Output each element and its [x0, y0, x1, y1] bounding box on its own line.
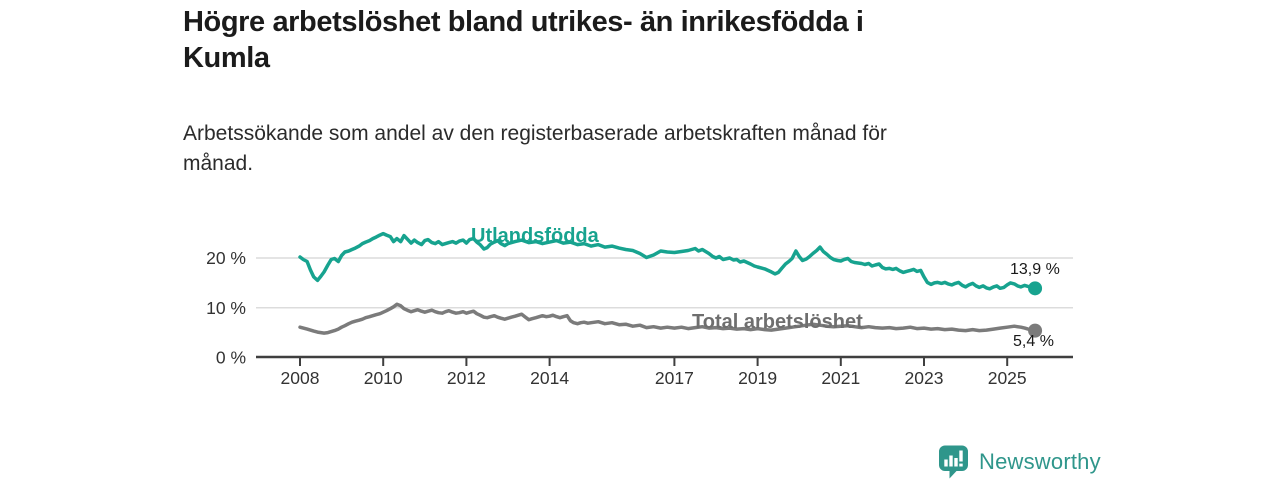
svg-text:2019: 2019: [738, 368, 777, 388]
y-axis-labels: 0 % 10 % 20 %: [206, 248, 246, 368]
newsworthy-logo-text: Newsworthy: [979, 449, 1101, 474]
series-label-total-arbetsloshet: Total arbetslöshet: [692, 311, 863, 333]
chart-subtitle: Arbetssökande som andel av den registerb…: [183, 119, 887, 179]
end-value-label-utlandsfodda: 13,9 %: [1010, 261, 1060, 278]
end-value-label-total: 5,4 %: [1013, 333, 1054, 350]
page-title-line-2: Kumla: [183, 42, 270, 74]
bar-chart-speech-bubble-icon: [939, 445, 968, 479]
series-line-total: [298, 302, 1043, 338]
series-end-dot: [1028, 281, 1043, 296]
page-title: Högre arbetslöshet bland utrikes- än inr…: [183, 4, 864, 76]
page-title-line-1: Högre arbetslöshet bland utrikes- än inr…: [183, 6, 864, 38]
svg-text:2017: 2017: [655, 368, 694, 388]
x-axis: 2008 2010 2012 2014 2017 2019 2021 2023 2025: [256, 355, 1073, 388]
svg-text:2025: 2025: [988, 368, 1027, 388]
chart-subtitle-line-1: Arbetssökande som andel av den registerb…: [183, 122, 887, 145]
series-label-utlandsfodda: Utlandsfödda: [471, 225, 599, 247]
svg-text:2021: 2021: [821, 368, 860, 388]
svg-text:2023: 2023: [905, 368, 944, 388]
svg-text:2012: 2012: [447, 368, 486, 388]
svg-text:2008: 2008: [281, 368, 320, 388]
series-end-dot: [1028, 323, 1043, 338]
svg-text:0 %: 0 %: [216, 348, 246, 368]
svg-text:10 %: 10 %: [206, 298, 246, 318]
newsworthy-logo: Newsworthy: [938, 445, 1101, 479]
chart-subtitle-line-2: månad.: [183, 152, 254, 175]
series-line-utlandsfodda: [298, 231, 1043, 296]
svg-text:2010: 2010: [364, 368, 403, 388]
svg-text:2014: 2014: [530, 368, 569, 388]
svg-text:20 %: 20 %: [206, 248, 246, 268]
